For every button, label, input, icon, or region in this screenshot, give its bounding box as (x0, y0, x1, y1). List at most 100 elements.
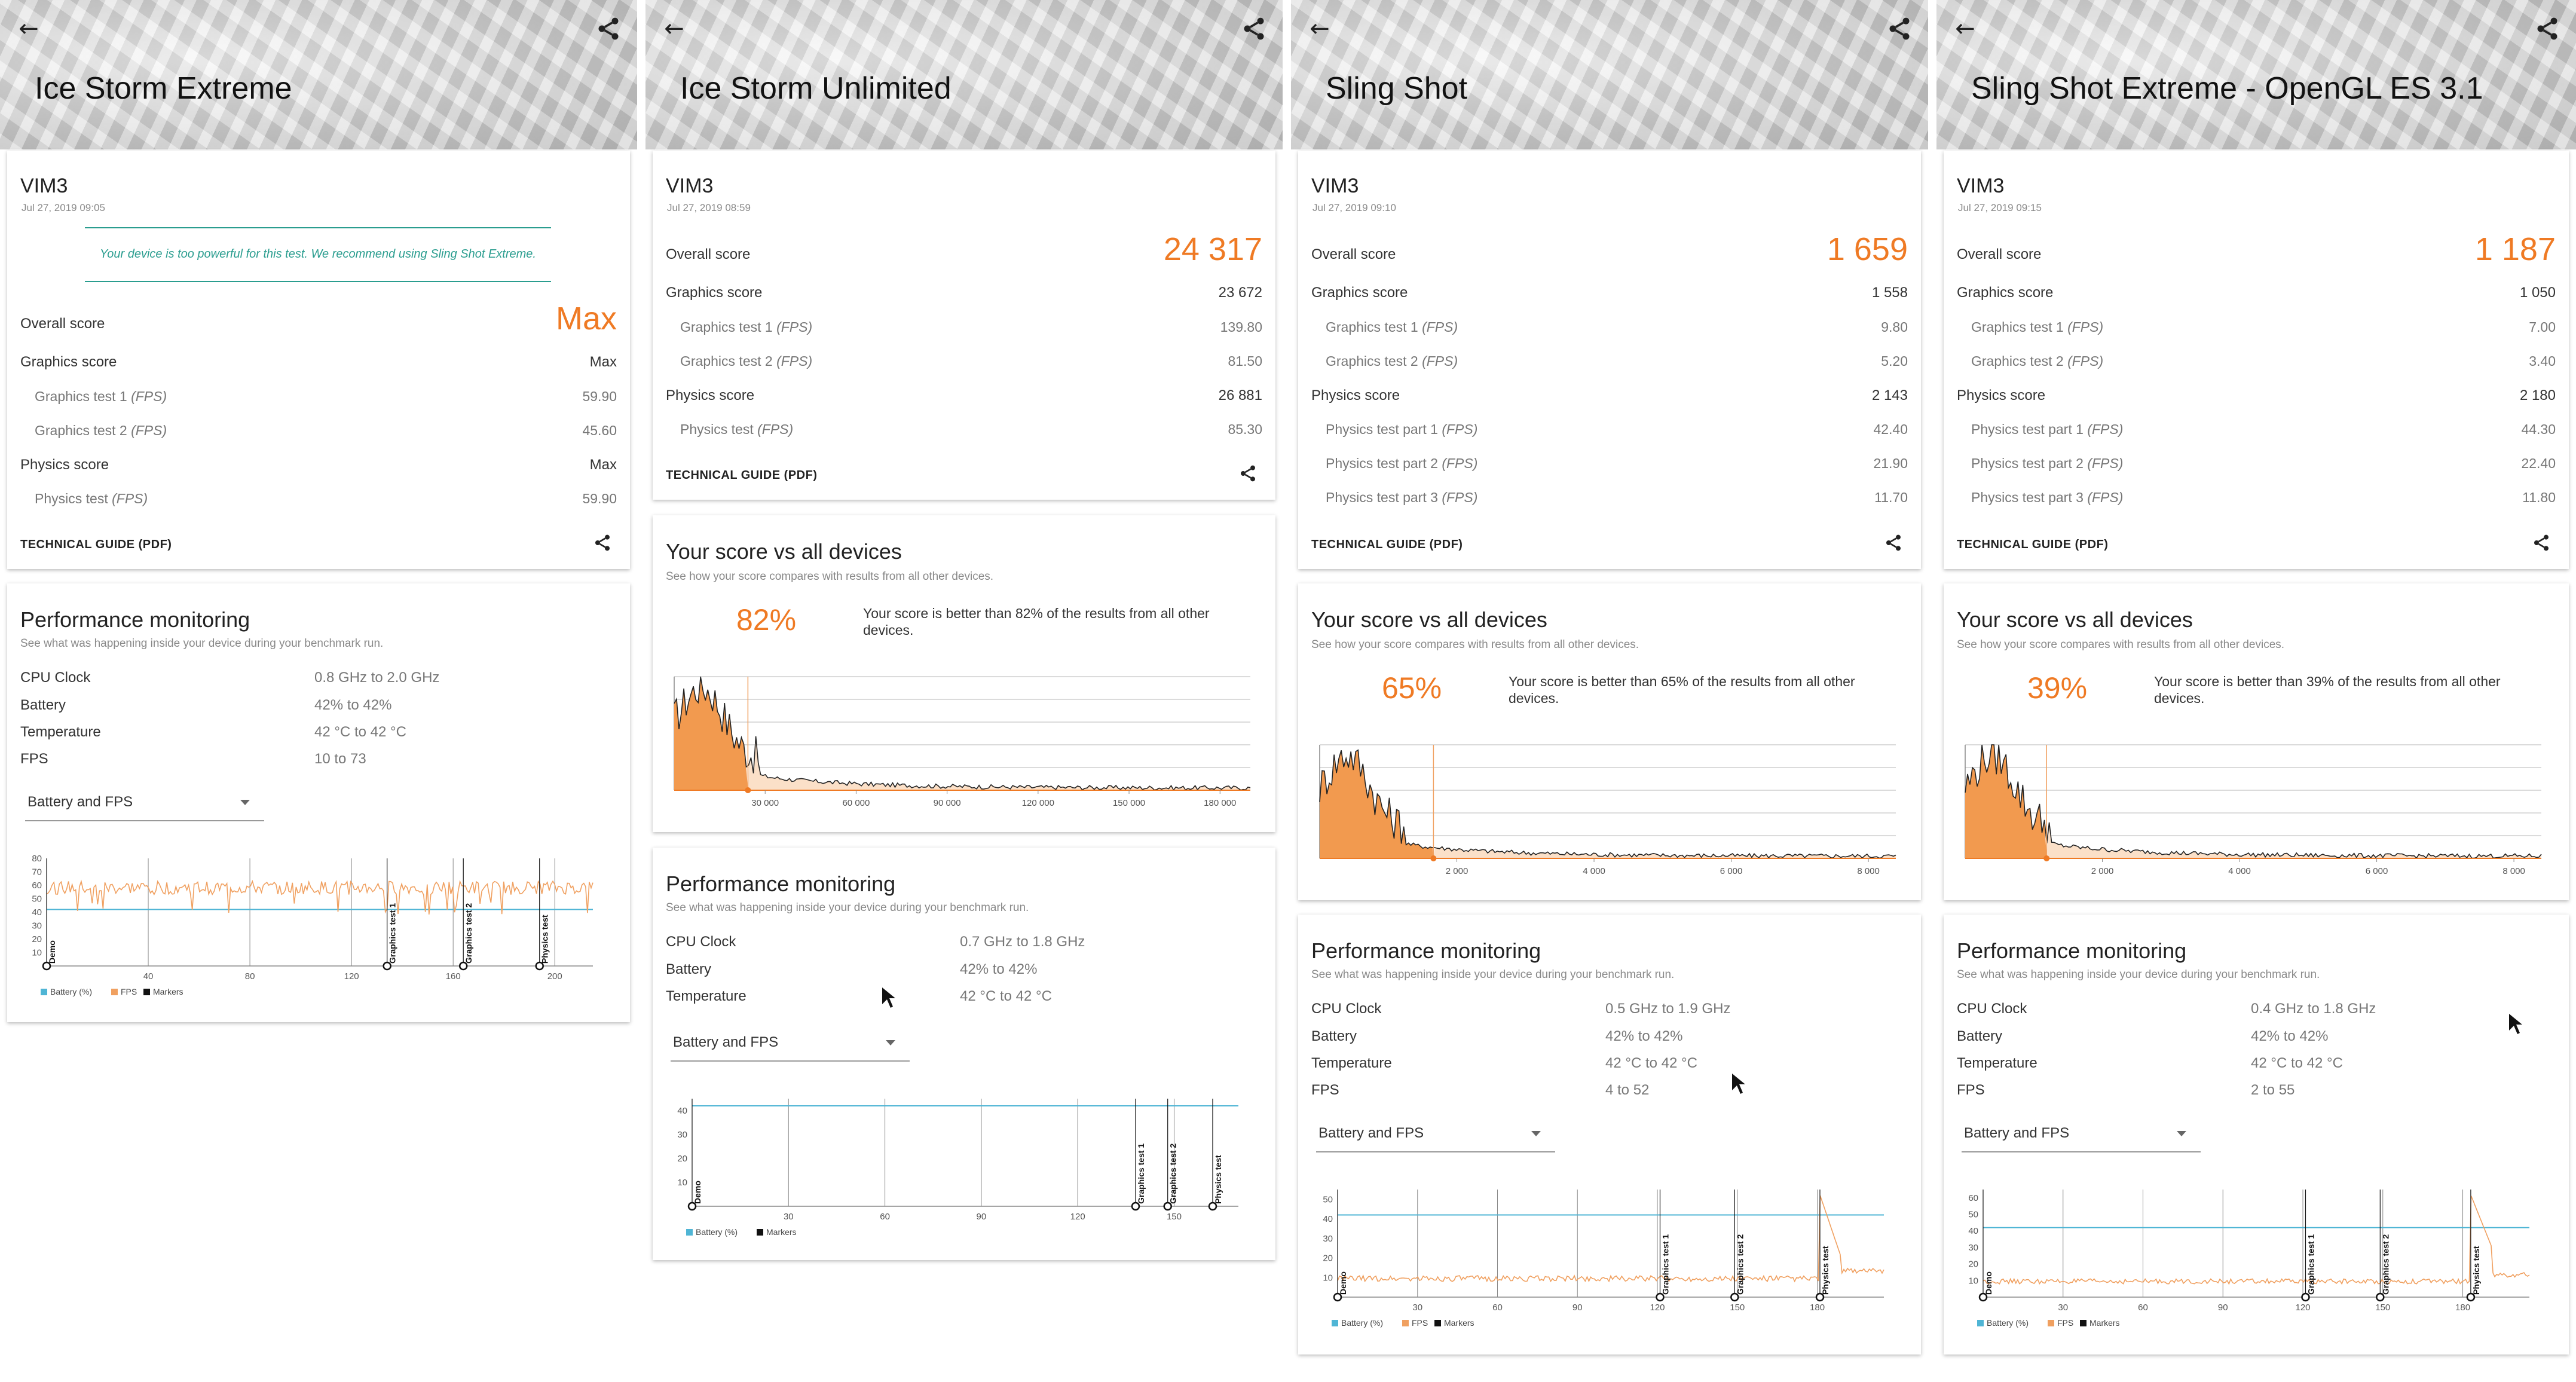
x-tick-label: 180 000 (1204, 798, 1236, 808)
fps-label: FPS (20, 751, 48, 767)
distribution-line (1319, 749, 1896, 859)
physics-test-part-1-value: 42.40 (1873, 421, 1908, 437)
page-title: Ice Storm Extreme (35, 71, 292, 106)
legend-swatch (1434, 1320, 1441, 1326)
page-title: Sling Shot (1326, 71, 1468, 106)
technical-guide-link[interactable]: TECHNICAL GUIDE (PDF) (1957, 538, 2109, 551)
share-icon[interactable] (2532, 533, 2551, 555)
x-tick-label: 150 (1730, 1302, 1745, 1313)
back-arrow-icon[interactable]: ← (1310, 15, 1330, 42)
legend-label: Battery (%) (1341, 1318, 1383, 1328)
graphics-score-value: Max (589, 354, 617, 370)
cpu-clock-label: CPU Clock (1311, 1001, 1382, 1017)
x-tick-label: 4 000 (2228, 866, 2251, 876)
run-date: Jul 27, 2019 09:15 (1958, 202, 2042, 213)
y-tick-label: 30 (1968, 1243, 1978, 1253)
physics-test-value: 85.30 (1228, 421, 1262, 437)
dropdown-underline (1962, 1151, 2201, 1152)
score-card: VIM3 Jul 27, 2019 09:05 Your device is t… (7, 151, 630, 569)
y-tick-label: 60 (1968, 1193, 1978, 1203)
legend-label: Battery (%) (1987, 1318, 2029, 1328)
fps-label: FPS (1957, 1082, 1985, 1098)
graphics-score-value: 23 672 (1218, 285, 1262, 301)
device-name: VIM3 (1311, 175, 1359, 197)
graphics-score-label: Graphics score (20, 354, 117, 370)
run-date: Jul 27, 2019 09:10 (1313, 202, 1396, 213)
cpu-clock-value: 0.4 GHz to 1.8 GHz (2251, 1001, 2376, 1017)
chart-type-dropdown[interactable]: Battery and FPS (1962, 1125, 2201, 1152)
technical-guide-link[interactable]: TECHNICAL GUIDE (PDF) (20, 538, 172, 551)
back-arrow-icon[interactable]: ← (1955, 15, 1975, 42)
result-panel-sling-shot: ← Sling Shot VIM3 Jul 27, 2019 09:10 Ove… (1291, 0, 1928, 1382)
temperature-value: 42 °C to 42 °C (314, 724, 406, 740)
legend-label: Markers (2089, 1318, 2120, 1328)
percentile-value: 39% (2027, 671, 2088, 705)
device-name: VIM3 (666, 175, 714, 197)
graphics-test-1-value: 9.80 (1881, 319, 1908, 335)
graphics-score-value: 1 050 (2519, 285, 2556, 301)
cpu-clock-value: 0.5 GHz to 1.9 GHz (1605, 1001, 1731, 1017)
comparison-title: Your score vs all devices (1957, 607, 2193, 632)
chart-type-dropdown[interactable]: Battery and FPS (1316, 1125, 1555, 1152)
performance-subtitle: See what was happening inside your devic… (1311, 968, 1675, 981)
share-icon[interactable] (2534, 16, 2560, 42)
comparison-subtitle: See how your score compares with results… (1311, 638, 1639, 651)
physics-test-part-1-label: Physics test part 1 (FPS) (1971, 421, 2124, 437)
share-icon[interactable] (1884, 533, 1903, 555)
battery-label: Battery (666, 961, 712, 977)
cpu-clock-label: CPU Clock (20, 669, 91, 686)
chart-type-dropdown[interactable]: Battery and FPS (25, 794, 264, 821)
legend-label: FPS (121, 987, 137, 996)
result-panel-sling-shot-extreme: ← Sling Shot Extreme - OpenGL ES 3.1 VIM… (1936, 0, 2576, 1382)
legend-swatch (143, 989, 150, 995)
technical-guide-link[interactable]: TECHNICAL GUIDE (PDF) (666, 469, 818, 482)
hero-banner (1291, 0, 1928, 149)
x-tick-label: 150 000 (1113, 798, 1145, 808)
back-arrow-icon[interactable]: ← (664, 15, 684, 42)
physics-test-label: Physics test (FPS) (680, 421, 794, 437)
battery-value: 42% to 42% (2251, 1028, 2329, 1044)
chevron-down-icon (240, 800, 250, 805)
share-icon[interactable] (595, 16, 622, 42)
x-tick-label: 8 000 (2502, 866, 2525, 876)
score-card: VIM3 Jul 27, 2019 09:15 Overall score 1 … (1944, 151, 2569, 569)
score-card: VIM3 Jul 27, 2019 08:59 Overall score 24… (653, 151, 1275, 500)
physics-test-part-3-label: Physics test part 3 (FPS) (1326, 490, 1478, 505)
overall-score-value: 1 187 (2474, 231, 2556, 267)
distribution-area-below-score (1965, 745, 2047, 858)
y-tick-label: 10 (1968, 1276, 1978, 1286)
performance-card: Performance monitoring See what was happ… (7, 583, 630, 1022)
chart-type-dropdown[interactable]: Battery and FPS (671, 1034, 910, 1062)
physics-score-label: Physics score (20, 457, 109, 473)
back-arrow-icon[interactable]: ← (19, 15, 39, 42)
legend-label: FPS (2057, 1318, 2073, 1328)
marker-label: Graphics test 1 (1136, 1143, 1146, 1204)
device-name: VIM3 (1957, 175, 2005, 197)
overall-score-value: 24 317 (1163, 231, 1262, 267)
legend-swatch (757, 1229, 763, 1236)
graphics-test-1-value: 59.90 (582, 389, 617, 404)
share-icon[interactable] (1886, 16, 1913, 42)
marker-label: Graphics test 1 (1660, 1234, 1670, 1295)
y-tick-label: 30 (677, 1130, 687, 1140)
score-comparison-card: Your score vs all devices See how your s… (1298, 583, 1921, 900)
y-tick-label: 70 (32, 867, 42, 877)
x-tick-label: 80 (245, 971, 255, 982)
legend-swatch (41, 989, 47, 995)
marker-label: Physics test (2471, 1246, 2481, 1295)
x-tick-label: 2 000 (2091, 866, 2114, 876)
legend-label: FPS (1412, 1318, 1428, 1328)
share-icon[interactable] (593, 533, 612, 555)
share-icon[interactable] (1238, 464, 1258, 486)
score-comparison-card: Your score vs all devices See how your s… (653, 515, 1275, 832)
physics-test-part-2-value: 22.40 (2521, 455, 2556, 471)
score-comparison-card: Your score vs all devices See how your s… (1944, 583, 2569, 900)
technical-guide-link[interactable]: TECHNICAL GUIDE (PDF) (1311, 538, 1463, 551)
note-divider-bottom (85, 281, 551, 282)
y-tick-label: 20 (677, 1154, 687, 1164)
legend-label: Markers (1444, 1318, 1474, 1328)
run-date: Jul 27, 2019 09:05 (22, 202, 105, 213)
device-name: VIM3 (20, 175, 68, 197)
overall-score-label: Overall score (666, 246, 751, 262)
share-icon[interactable] (1241, 16, 1267, 42)
